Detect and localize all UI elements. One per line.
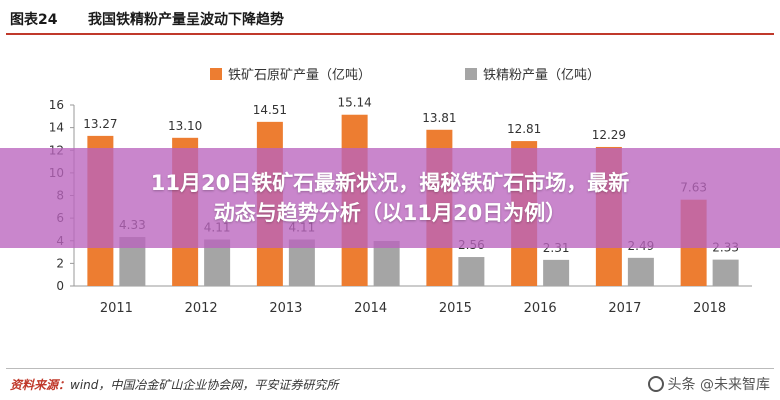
source-text: wind，中国冶金矿山企业协会网，平安证券研究所 [70,378,339,392]
legend-swatch-2 [465,68,477,80]
headline-line-1: 11月20日铁矿石最新状况，揭秘铁矿石市场，最新 [150,171,630,195]
data-label-ore-2016: 12.81 [507,122,541,136]
data-label-ore-2011: 13.27 [83,117,117,131]
x-tick-label-2017: 2017 [608,301,641,316]
x-tick-label-2014: 2014 [354,301,387,316]
figure-number: 图表24 [10,12,58,28]
y-tick-label: 16 [49,98,64,112]
data-label-ore-2012: 13.10 [168,119,202,133]
data-label-ore-2013: 14.51 [253,103,287,117]
header-divider [6,33,774,35]
bar-concentrate-2018 [712,259,739,286]
headline-banner: 11月20日铁矿石最新状况，揭秘铁矿石市场，最新 动态与趋势分析（以11月20日… [0,148,780,248]
source-note: 资料来源：wind，中国冶金矿山企业协会网，平安证券研究所 [10,376,338,393]
figure-footer: 资料来源：wind，中国冶金矿山企业协会网，平安证券研究所 头条 @未来智库 [0,366,780,400]
data-label-ore-2015: 13.81 [422,111,456,125]
y-tick-label: 2 [56,256,64,270]
x-tick-label-2013: 2013 [269,301,302,316]
figure-title: 我国铁精粉产量呈波动下降趋势 [88,12,284,28]
x-tick-label-2015: 2015 [439,301,472,316]
bar-concentrate-2017 [627,257,654,286]
data-label-ore-2014: 15.14 [337,96,371,110]
bar-concentrate-2015 [458,257,485,286]
legend-label-1: 铁矿石原矿产量（亿吨） [228,68,371,83]
watermark-text: 头条 @未来智库 [667,377,770,393]
x-tick-label-2016: 2016 [524,301,557,316]
y-tick-label: 14 [49,121,64,135]
data-label-ore-2017: 12.29 [592,128,626,142]
footer-divider [6,368,774,369]
x-tick-label-2012: 2012 [185,301,218,316]
watermark-logo-icon [647,376,664,392]
y-tick-label: 0 [56,279,64,293]
source-label: 资料来源： [10,378,71,392]
bar-concentrate-2016 [543,259,570,286]
x-tick-label-2018: 2018 [693,301,726,316]
x-tick-label-2011: 2011 [100,301,133,316]
bar-concentrate-2014 [373,240,400,286]
figure-header: 图表24 我国铁精粉产量呈波动下降趋势 [0,0,780,36]
legend-label-2: 铁精粉产量（亿吨） [483,68,600,83]
legend-swatch-1 [210,68,222,80]
watermark: 头条 @未来智库 [647,374,770,394]
headline-line-2: 动态与趋势分析（以11月20日为例） [213,201,567,225]
